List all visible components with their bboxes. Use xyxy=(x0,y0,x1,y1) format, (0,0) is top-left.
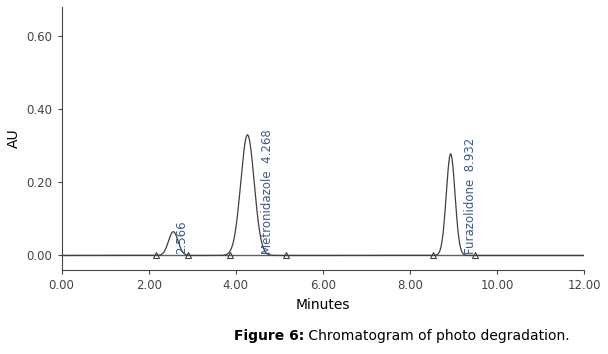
Y-axis label: AU: AU xyxy=(7,129,21,148)
Text: Metronidazole  4.268: Metronidazole 4.268 xyxy=(261,129,274,253)
Text: 2.566: 2.566 xyxy=(175,220,188,253)
Text: Furazolidone  8.932: Furazolidone 8.932 xyxy=(464,137,477,253)
Text: Chromatogram of photo degradation.: Chromatogram of photo degradation. xyxy=(304,329,570,343)
Text: Figure 6:: Figure 6: xyxy=(233,329,304,343)
X-axis label: Minutes: Minutes xyxy=(295,298,350,312)
